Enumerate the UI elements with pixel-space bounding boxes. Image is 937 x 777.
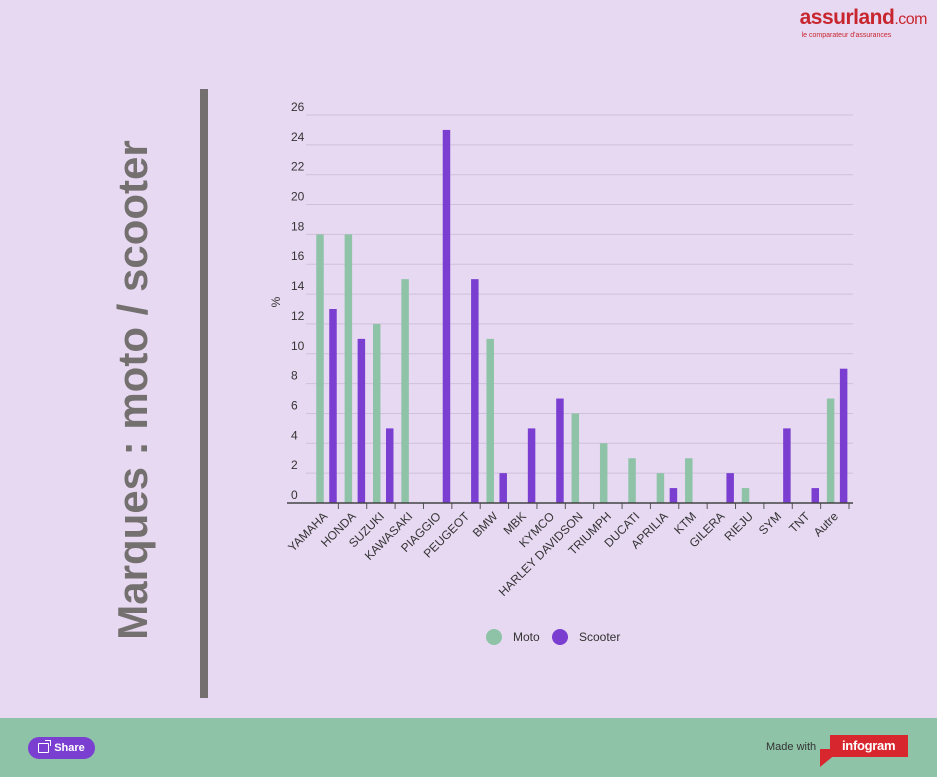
y-tick-label: 2	[291, 458, 298, 472]
y-tick-label: 16	[291, 249, 305, 263]
x-tick-label: Autre	[811, 509, 841, 539]
legend-label-scooter: Scooter	[579, 630, 620, 644]
bar-scooter	[471, 279, 479, 503]
bar-moto	[685, 458, 693, 503]
legend-marker-moto	[486, 629, 502, 645]
y-tick-label: 4	[291, 428, 298, 442]
bar-scooter	[442, 129, 451, 503]
y-tick-label: 18	[291, 219, 305, 233]
bar-scooter	[811, 488, 820, 503]
bar-scooter	[556, 398, 564, 503]
y-tick-label: 24	[291, 130, 305, 144]
bar-scooter	[527, 428, 536, 503]
y-tick-label: 6	[291, 398, 298, 412]
x-tick-label: SYM	[756, 509, 784, 537]
y-tick-label: 0	[291, 488, 298, 502]
legend-label-moto: Moto	[513, 630, 540, 644]
bar-scooter	[839, 368, 848, 503]
bar-moto	[316, 234, 324, 503]
bar-moto	[628, 458, 636, 503]
x-tick-label: RIEJU	[721, 509, 755, 543]
bar-scooter	[385, 428, 394, 503]
infogram-logo-bg	[830, 735, 908, 757]
bar-scooter	[499, 473, 507, 503]
bar-scooter	[783, 428, 791, 503]
made-with-label: Made with	[766, 741, 817, 753]
title-divider-bar	[200, 89, 208, 698]
infogram-logo[interactable]: infogram	[820, 735, 908, 767]
bar-moto	[741, 488, 750, 503]
bar-scooter	[726, 473, 734, 503]
legend-marker-scooter	[552, 629, 568, 645]
bar-scooter	[669, 488, 678, 503]
y-tick-label: 14	[291, 279, 305, 293]
y-tick-label: 22	[291, 160, 305, 174]
bar-moto	[372, 323, 381, 503]
y-tick-label: 26	[291, 100, 305, 114]
infogram-logo-text: infogram	[842, 738, 896, 753]
logo-brand-suffix: .com	[894, 11, 927, 28]
x-tick-label: TNT	[786, 509, 813, 536]
bar-scooter	[357, 338, 366, 503]
share-label: Share	[54, 742, 85, 754]
x-tick-label: BMW	[470, 509, 501, 540]
bar-scooter	[329, 309, 337, 503]
logo-brand-main: assurland	[799, 6, 895, 29]
y-tick-label: 20	[291, 190, 305, 204]
assurland-logo[interactable]: assurland.com le comparateur d'assurance…	[799, 6, 928, 40]
bar-moto	[826, 398, 835, 503]
logo-brand: assurland.com	[799, 6, 928, 32]
bar-chart: 02468101214161820222426%YAMAHAHONDASUZUK…	[269, 100, 853, 645]
share-icon	[38, 740, 52, 753]
y-tick-label: 10	[291, 339, 305, 353]
bar-moto	[344, 234, 353, 503]
bar-moto	[599, 443, 608, 503]
y-tick-label: 12	[291, 309, 305, 323]
y-axis-label: %	[269, 296, 283, 307]
bar-moto	[401, 279, 409, 503]
footer: Share Made with infogram	[0, 718, 937, 777]
y-tick-label: 8	[291, 369, 298, 383]
bar-moto	[571, 413, 580, 503]
share-button[interactable]: Share	[28, 737, 95, 759]
bar-moto	[656, 473, 665, 503]
bar-moto	[486, 338, 494, 503]
x-tick-label: YAMAHA	[285, 509, 330, 554]
logo-tagline: le comparateur d'assurances	[801, 32, 892, 39]
